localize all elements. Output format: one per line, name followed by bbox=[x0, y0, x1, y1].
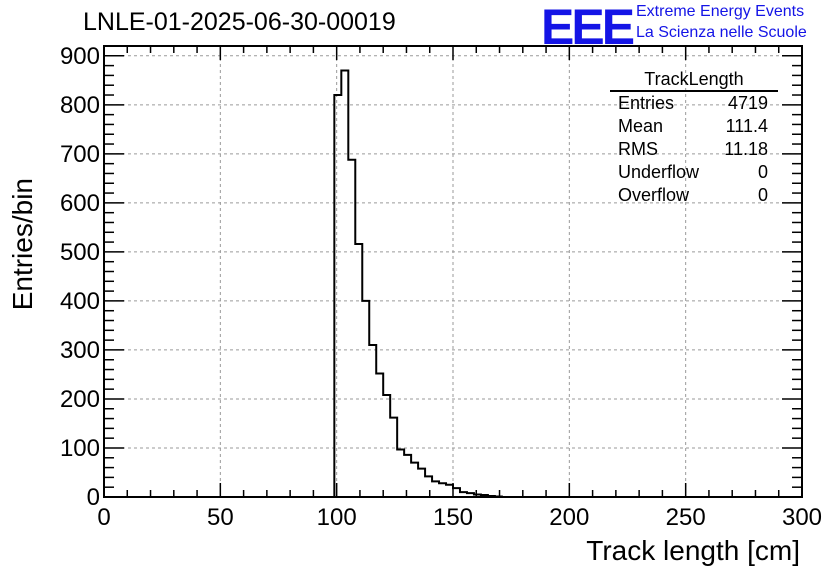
x-tick-label: 250 bbox=[666, 504, 706, 531]
stats-box: TrackLength Entries 4719 Mean 111.4 RMS … bbox=[610, 68, 778, 207]
histogram-bin bbox=[446, 485, 453, 497]
stats-box-title: TrackLength bbox=[610, 68, 778, 92]
stat-value: 0 bbox=[757, 185, 768, 205]
histogram-bin bbox=[425, 476, 432, 497]
histogram-bin bbox=[376, 373, 383, 497]
y-tick-label: 800 bbox=[60, 92, 100, 119]
histogram-bin bbox=[369, 345, 376, 497]
stat-value: 11.18 bbox=[724, 139, 768, 159]
x-tick-label: 150 bbox=[433, 504, 473, 531]
histogram-bin bbox=[411, 463, 418, 497]
x-tick-label: 50 bbox=[207, 504, 234, 531]
y-tick-labels: 0 100 200 300 400 500 600 700 800 900 bbox=[60, 43, 100, 511]
histogram-bins bbox=[334, 71, 502, 497]
histogram-bin bbox=[418, 469, 425, 497]
stat-label: Underflow bbox=[618, 162, 700, 182]
y-tick-label: 900 bbox=[60, 43, 100, 70]
histogram-bin bbox=[390, 418, 397, 497]
x-tick-label: 0 bbox=[97, 504, 110, 531]
histogram-bin bbox=[334, 95, 341, 497]
y-tick-label: 200 bbox=[60, 386, 100, 413]
stat-value: 0 bbox=[757, 162, 768, 182]
stat-value: 4719 bbox=[727, 93, 768, 113]
x-tick-label: 300 bbox=[782, 504, 822, 531]
y-tick-label: 300 bbox=[60, 337, 100, 364]
axis-ticks bbox=[103, 46, 803, 498]
histogram-bin bbox=[355, 244, 362, 497]
histogram-bin bbox=[397, 449, 404, 497]
stat-label: Mean bbox=[618, 116, 664, 136]
y-tick-label: 0 bbox=[87, 484, 100, 511]
plot-frame bbox=[103, 45, 803, 498]
logo-text-line-2: La Scienza nelle Scuole bbox=[636, 24, 807, 41]
stat-row-entries: Entries 4719 bbox=[610, 92, 778, 115]
stat-value: 111.4 bbox=[725, 116, 768, 136]
stat-row-overflow: Overflow 0 bbox=[610, 184, 778, 207]
y-tick-label: 500 bbox=[60, 239, 100, 266]
x-axis-label: Track length [cm] bbox=[586, 535, 800, 566]
logo-text-line-1: Extreme Energy Events bbox=[636, 3, 805, 20]
stat-row-mean: Mean 111.4 bbox=[610, 115, 778, 138]
y-tick-label: 600 bbox=[60, 190, 100, 217]
y-axis-label: Entries/bin bbox=[7, 178, 38, 310]
histogram-outline bbox=[333, 69, 503, 498]
y-tick-label: 100 bbox=[60, 435, 100, 462]
y-tick-label: 400 bbox=[60, 288, 100, 315]
eee-logo: EEE bbox=[541, 0, 635, 55]
stat-row-rms: RMS 11.18 bbox=[610, 138, 778, 161]
histogram-bin bbox=[453, 488, 460, 497]
histogram-bin bbox=[432, 481, 439, 497]
stat-row-underflow: Underflow 0 bbox=[610, 161, 778, 184]
histogram-bin bbox=[348, 160, 355, 497]
histogram-bin bbox=[404, 455, 411, 497]
histogram-bin bbox=[439, 483, 446, 497]
histogram-bin bbox=[383, 395, 390, 497]
x-tick-labels: 0 50 100 150 200 250 300 bbox=[97, 504, 822, 531]
stat-label: Entries bbox=[618, 93, 675, 113]
histogram-bin bbox=[341, 71, 348, 497]
x-tick-label: 200 bbox=[549, 504, 589, 531]
y-tick-label: 700 bbox=[60, 141, 100, 168]
stat-label: RMS bbox=[618, 139, 658, 159]
chart-title: LNLE-01-2025-06-30-00019 bbox=[83, 8, 396, 36]
stat-label: Overflow bbox=[618, 185, 690, 205]
x-tick-label: 100 bbox=[317, 504, 357, 531]
